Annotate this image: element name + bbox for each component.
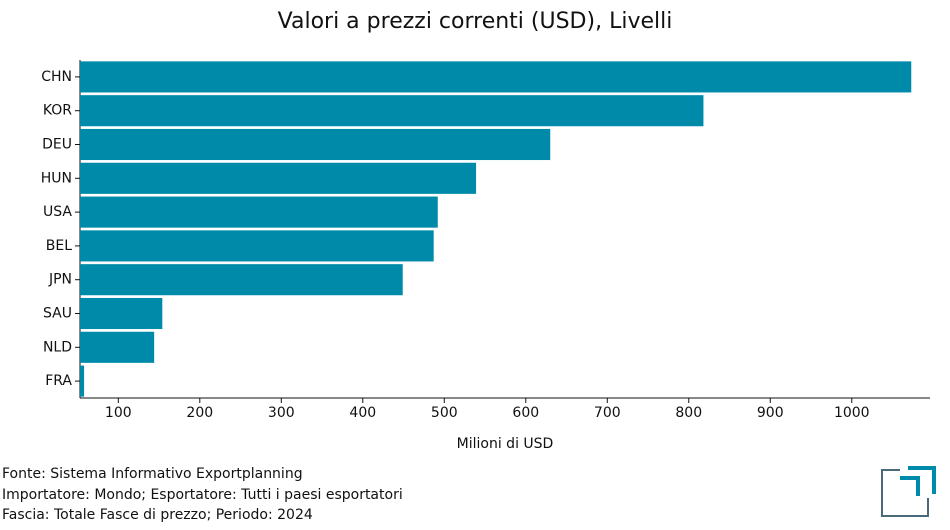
x-tick-label: 800 xyxy=(675,405,702,421)
x-axis-label: Milioni di USD xyxy=(457,436,554,452)
bar xyxy=(80,196,438,228)
bar xyxy=(80,162,477,194)
y-tick-label: JPN xyxy=(48,272,72,288)
y-tick-label: DEU xyxy=(42,137,72,153)
y-tick-label: SAU xyxy=(43,306,72,322)
x-tick-label: 100 xyxy=(105,405,132,421)
bar xyxy=(80,331,155,363)
bar xyxy=(80,230,434,262)
x-tick-label: 700 xyxy=(594,405,621,421)
x-tick-label: 300 xyxy=(268,405,295,421)
chart-title: Valori a prezzi correnti (USD), Livelli xyxy=(278,9,673,34)
bar xyxy=(80,95,704,127)
bar xyxy=(80,297,163,330)
note: Importatore: Mondo; Esportatore: Tutti i… xyxy=(2,487,403,503)
x-tick-label: 500 xyxy=(431,405,458,421)
note: Fonte: Sistema Informativo Exportplannin… xyxy=(2,466,303,482)
y-tick-label: HUN xyxy=(41,170,72,186)
y-tick-label: BEL xyxy=(46,238,72,254)
y-tick-label: CHN xyxy=(41,69,72,85)
logo xyxy=(881,466,936,517)
note: Fascia: Totale Fasce di prezzo; Periodo:… xyxy=(2,507,313,523)
bar xyxy=(80,128,551,161)
bar xyxy=(80,264,403,296)
y-tick-label: FRA xyxy=(45,373,72,389)
bar xyxy=(80,365,85,397)
y-tick-label: KOR xyxy=(43,103,72,119)
x-tick-label: 200 xyxy=(186,405,213,421)
y-tick-label: NLD xyxy=(43,339,72,355)
y-tick-label: USA xyxy=(43,204,72,220)
x-tick-label: 1000 xyxy=(834,405,870,421)
x-tick-label: 400 xyxy=(349,405,376,421)
x-tick-label: 600 xyxy=(512,405,539,421)
x-tick-label: 900 xyxy=(757,405,784,421)
bar xyxy=(80,61,912,93)
